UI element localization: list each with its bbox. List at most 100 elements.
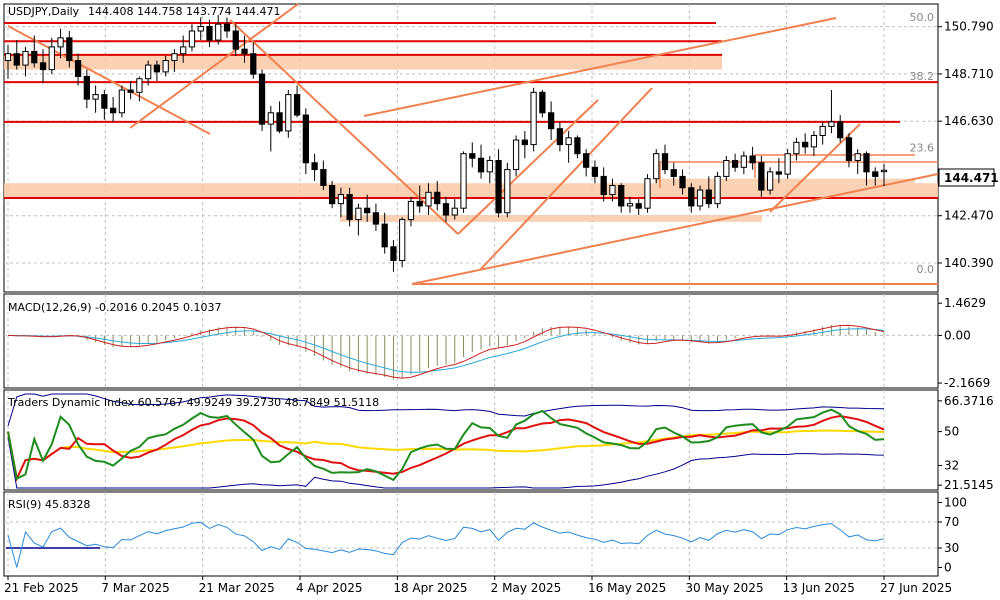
candle <box>286 90 291 138</box>
candle-body <box>829 122 834 127</box>
candle-body <box>461 154 466 209</box>
candle-body <box>23 51 28 65</box>
ohlc-label: 144.408 144.758 143.774 144.471 <box>88 5 280 18</box>
candle-body <box>522 140 527 145</box>
candle-body <box>259 74 264 124</box>
candle-body <box>233 31 238 49</box>
candle-body <box>592 167 597 176</box>
candle-body <box>566 138 571 145</box>
candle-body <box>803 142 808 147</box>
time-tick-label: 2 May 2025 <box>491 581 562 595</box>
axis-tick-label: 0 <box>944 561 952 575</box>
time-tick-label: 4 Apr 2025 <box>296 581 363 595</box>
candle <box>654 149 659 183</box>
axis-tick-label: 66.3716 <box>944 394 994 408</box>
candle-body <box>478 158 483 172</box>
candle-body <box>548 113 553 129</box>
time-tick-label: 21 Mar 2025 <box>199 581 275 595</box>
price-tick-label: 148.710 <box>944 67 994 81</box>
candle-body <box>216 24 221 40</box>
candle-body <box>329 185 334 203</box>
candle-body <box>382 224 387 247</box>
candle-body <box>5 54 10 61</box>
candle-body <box>312 163 317 170</box>
axis-tick-label: 1.4629 <box>944 296 986 310</box>
candle-body <box>251 54 256 74</box>
candle <box>119 86 124 118</box>
candle-body <box>294 95 299 115</box>
candle-body <box>513 140 518 170</box>
candle-body <box>671 170 676 177</box>
candle-body <box>846 138 851 161</box>
last-price-marker: 144.471 <box>939 169 999 186</box>
candle <box>531 88 536 152</box>
fib-level-label: 50.0 <box>910 11 935 24</box>
price-tick-label: 150.790 <box>944 20 994 34</box>
candle-body <box>14 54 19 65</box>
candle-body <box>32 51 37 62</box>
candle-body <box>75 61 80 77</box>
axis-tick-label: 0.00 <box>944 328 971 342</box>
candle-body <box>776 172 781 174</box>
fib-level-label: 38.2 <box>910 70 935 83</box>
candle <box>400 217 405 267</box>
price-tick-label: 146.630 <box>944 114 994 128</box>
candle-body <box>128 90 133 92</box>
candle-body <box>697 190 702 206</box>
candle-body <box>873 172 878 177</box>
candle-body <box>268 113 273 124</box>
candle-body <box>540 92 545 112</box>
axis-tick-label: -2.1669 <box>944 376 990 390</box>
candle-body <box>794 142 799 153</box>
time-tick-label: 27 Jun 2025 <box>880 581 952 595</box>
candle-body <box>198 26 203 31</box>
candle-body <box>67 38 72 61</box>
candle-body <box>881 170 886 171</box>
candle-body <box>408 201 413 219</box>
candle-body <box>724 160 729 176</box>
fib-level-label: 0.0 <box>917 263 935 276</box>
candle-body <box>732 160 737 167</box>
candle-body <box>557 129 562 145</box>
candle-body <box>181 47 186 54</box>
candle-body <box>662 154 667 170</box>
candle <box>259 70 264 131</box>
candle-body <box>575 138 580 154</box>
candle-body <box>443 204 448 215</box>
axis-tick-label: 100 <box>944 496 967 510</box>
candle-body <box>426 192 431 206</box>
candle-body <box>636 204 641 209</box>
axis-tick-label: 30 <box>944 541 959 555</box>
candle-body <box>741 156 746 167</box>
time-tick-label: 13 Jun 2025 <box>783 581 855 595</box>
candle <box>461 151 466 212</box>
candle <box>767 167 772 194</box>
candle-body <box>110 108 115 113</box>
candle-body <box>189 31 194 47</box>
time-tick-label: 30 May 2025 <box>685 581 763 595</box>
price-tick-label: 142.470 <box>944 209 994 223</box>
candle-body <box>715 176 720 203</box>
candle <box>715 172 720 208</box>
price-tick-label: 140.390 <box>944 256 994 270</box>
candle-body <box>452 208 457 215</box>
candle-body <box>102 95 107 109</box>
axis-tick-label: 21.5145 <box>944 478 994 492</box>
candle-body <box>487 160 492 171</box>
time-tick-label: 18 Apr 2025 <box>393 581 467 595</box>
tdi-label: Traders Dynamic Index 60.5767 49.9249 39… <box>7 396 379 409</box>
axis-tick-label: 50 <box>944 425 959 439</box>
candle-body <box>146 65 151 79</box>
candle-body <box>785 154 790 174</box>
candle <box>645 174 650 213</box>
candle-body <box>680 176 685 187</box>
candle-body <box>84 76 89 99</box>
candle-body <box>531 92 536 144</box>
candle-body <box>645 179 650 209</box>
candle-body <box>505 170 510 213</box>
candle-body <box>321 170 326 186</box>
candle-body <box>49 47 54 70</box>
candle-body <box>373 213 378 224</box>
